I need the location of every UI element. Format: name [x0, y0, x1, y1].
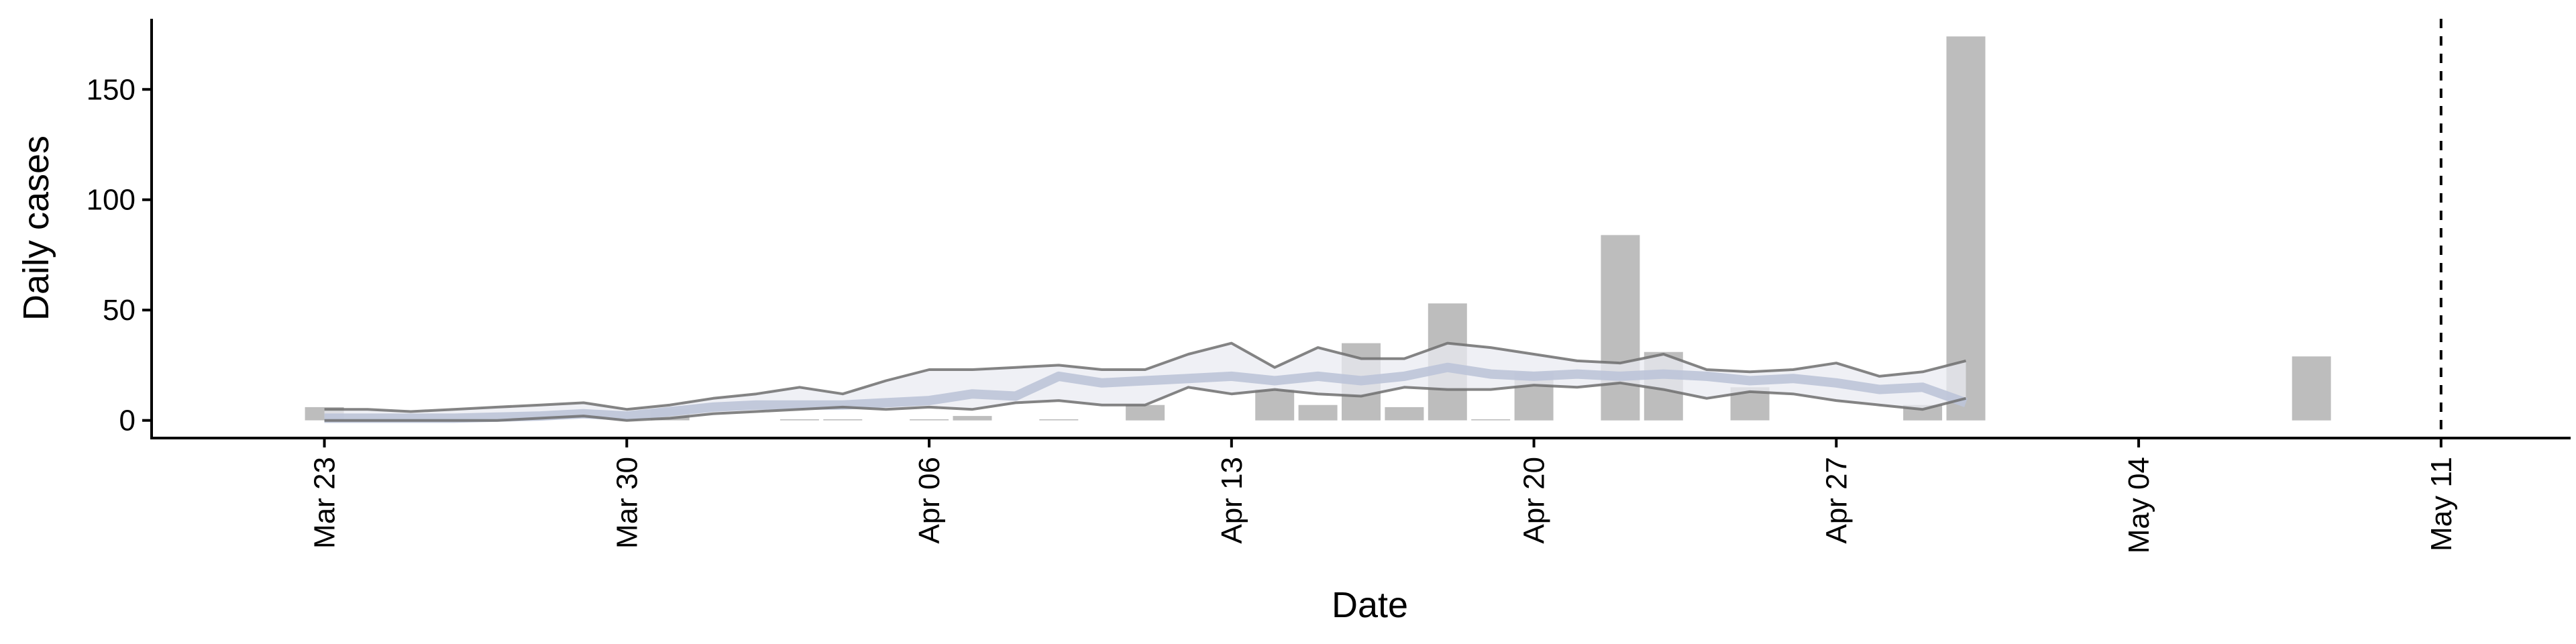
median-line	[324, 362, 1968, 423]
bar	[823, 419, 863, 421]
bar	[910, 419, 949, 421]
x-axis-title: Date	[1332, 585, 1408, 625]
x-tick-label: Apr 27	[1820, 457, 1853, 544]
lower-bound-line	[324, 381, 1966, 422]
y-tick-label: 100	[87, 184, 136, 217]
x-tick-label: May 11	[2425, 457, 2458, 551]
bar	[1255, 389, 1295, 421]
bar	[953, 416, 992, 421]
x-tick-label: Mar 23	[309, 457, 341, 549]
plot-marks	[305, 19, 2443, 438]
upper-bound-line	[324, 341, 1966, 413]
x-tick-label: Apr 06	[913, 457, 946, 544]
y-tick-label: 0	[119, 405, 136, 437]
bar	[1039, 419, 1079, 421]
bar	[2292, 356, 2331, 421]
x-tick-label: Mar 30	[610, 457, 643, 549]
bar	[1471, 419, 1511, 421]
bar	[1385, 407, 1424, 421]
bar	[1601, 235, 1640, 421]
bar	[1946, 36, 1986, 421]
x-tick-label: May 04	[2123, 457, 2155, 553]
x-tick-label: Apr 13	[1216, 457, 1248, 544]
bar	[780, 419, 819, 421]
axes: 0 50 100 150 Mar 23 Mar 30 Apr 06 Apr 13 Apr 20 A…	[87, 19, 2571, 553]
bar	[1298, 405, 1338, 421]
y-tick-label: 150	[87, 73, 136, 106]
y-axis-title: Daily cases	[16, 136, 56, 321]
bar	[1126, 405, 1165, 421]
x-tick-label: Apr 20	[1518, 457, 1551, 544]
y-tick-label: 50	[103, 294, 136, 327]
